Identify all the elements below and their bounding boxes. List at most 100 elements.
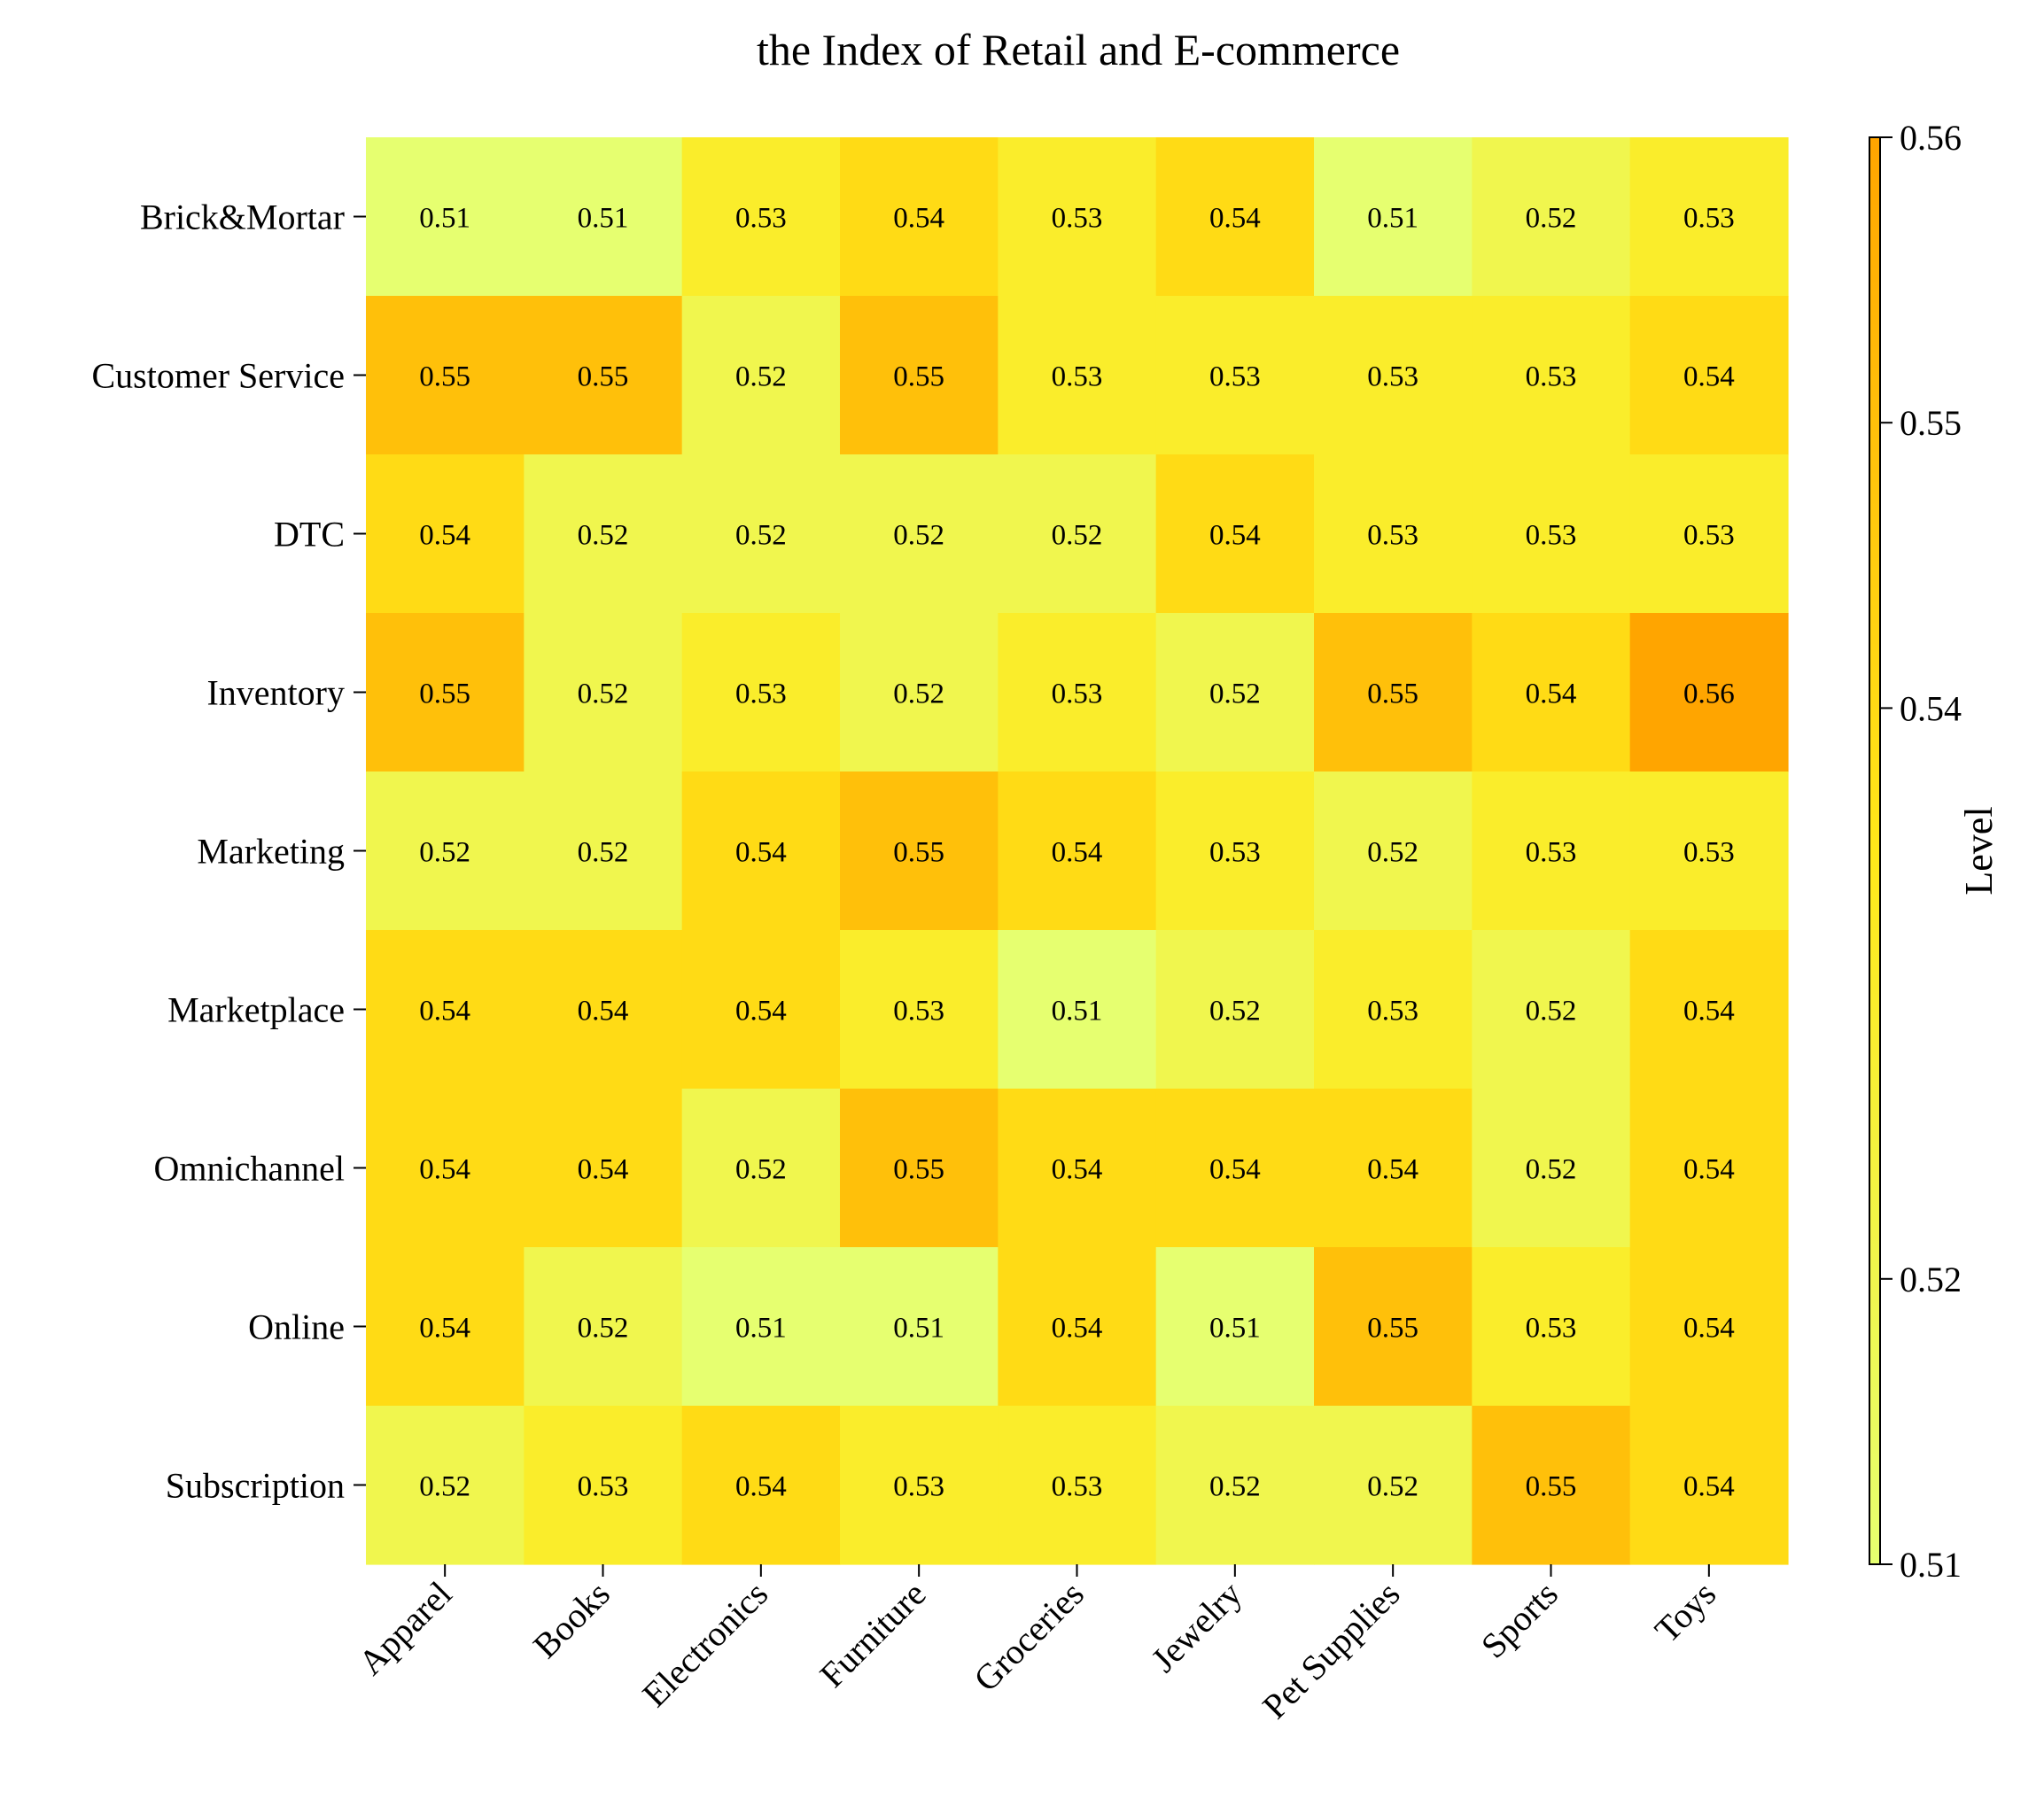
cell-value-label: 0.51 bbox=[419, 203, 470, 235]
heatmap-cell bbox=[1629, 772, 1789, 931]
cell-value-label: 0.55 bbox=[893, 361, 944, 393]
cell-value-label: 0.54 bbox=[1683, 1313, 1735, 1345]
cell-value-label: 0.53 bbox=[1526, 837, 1577, 869]
heatmap-cell bbox=[1314, 454, 1473, 614]
cell-value-label: 0.53 bbox=[1526, 1313, 1577, 1345]
cell-value-label: 0.54 bbox=[419, 1154, 470, 1186]
heatmap-cell bbox=[1629, 454, 1789, 614]
heatmap-cell bbox=[1472, 296, 1631, 455]
cell-value-label: 0.52 bbox=[893, 679, 944, 710]
cell-value-label: 0.54 bbox=[1683, 361, 1735, 393]
cell-value-label: 0.55 bbox=[1526, 1471, 1577, 1503]
cell-value-label: 0.53 bbox=[1526, 361, 1577, 393]
cell-value-label: 0.52 bbox=[578, 837, 629, 869]
colorbar-tick-label: 0.51 bbox=[1900, 1545, 1962, 1585]
heatmap-cell bbox=[366, 930, 525, 1089]
cell-value-label: 0.52 bbox=[1526, 1154, 1577, 1186]
heatmap-cell bbox=[1629, 137, 1789, 297]
cell-value-label: 0.51 bbox=[735, 1313, 787, 1345]
x-tick-label: Electronics bbox=[634, 1574, 775, 1715]
cell-value-label: 0.52 bbox=[419, 1471, 470, 1503]
heatmap-cell bbox=[1155, 930, 1315, 1089]
heatmap-cell bbox=[366, 1406, 525, 1565]
heatmap-cell bbox=[524, 1247, 683, 1407]
cell-value-label: 0.52 bbox=[893, 520, 944, 552]
colorbar-tick-label: 0.54 bbox=[1900, 688, 1962, 728]
heatmap-cell bbox=[524, 613, 683, 772]
x-tick-label: Toys bbox=[1647, 1574, 1723, 1650]
heatmap-cell bbox=[1629, 613, 1789, 772]
heatmap-cell bbox=[998, 1089, 1157, 1248]
heatmap-cell bbox=[1472, 930, 1631, 1089]
cell-value-label: 0.54 bbox=[578, 996, 629, 1027]
x-axis: Apparel Books Electronics Furniture Grocerie… bbox=[351, 1564, 1723, 1726]
cell-value-label: 0.54 bbox=[578, 1154, 629, 1186]
heatmap-cells: 0.51 0.51 0.53 0.54 0.53 0.54 0.51 0.52 0.53 0.55… bbox=[366, 137, 1789, 1565]
heatmap-cell bbox=[1629, 1247, 1789, 1407]
heatmap-cell bbox=[681, 613, 841, 772]
cell-value-label: 0.54 bbox=[1683, 1154, 1735, 1186]
heatmap-cell bbox=[1314, 930, 1473, 1089]
cell-value-label: 0.53 bbox=[1367, 996, 1418, 1027]
heatmap-cell bbox=[1314, 1247, 1473, 1407]
heatmap-cell bbox=[1472, 454, 1631, 614]
heatmap-cell bbox=[1472, 1406, 1631, 1565]
heatmap-cell bbox=[524, 296, 683, 455]
cell-value-label: 0.51 bbox=[578, 203, 629, 235]
heatmap-cell bbox=[524, 454, 683, 614]
heatmap-cell bbox=[998, 930, 1157, 1089]
cell-value-label: 0.52 bbox=[1209, 1471, 1261, 1503]
cell-value-label: 0.53 bbox=[1209, 837, 1261, 869]
cell-value-label: 0.51 bbox=[893, 1313, 944, 1345]
x-tick-label: Jewelry bbox=[1143, 1574, 1249, 1680]
cell-value-label: 0.53 bbox=[1367, 520, 1418, 552]
cell-value-label: 0.54 bbox=[1683, 996, 1735, 1027]
cell-value-label: 0.53 bbox=[735, 679, 787, 710]
heatmap-cell bbox=[366, 454, 525, 614]
y-tick-label: DTC bbox=[274, 515, 345, 554]
cell-value-label: 0.55 bbox=[893, 837, 944, 869]
y-axis: Brick&Mortar Customer Service DTC Inventory… bbox=[92, 198, 366, 1506]
heatmap-cell bbox=[1629, 1089, 1789, 1248]
heatmap-cell bbox=[681, 772, 841, 931]
cell-value-label: 0.54 bbox=[735, 1471, 787, 1503]
heatmap-cell bbox=[681, 137, 841, 297]
y-tick-label: Subscription bbox=[166, 1466, 345, 1506]
cell-value-label: 0.55 bbox=[578, 361, 629, 393]
cell-value-label: 0.53 bbox=[1683, 520, 1735, 552]
x-tick-label: Sports bbox=[1473, 1574, 1566, 1666]
cell-value-label: 0.53 bbox=[1052, 361, 1103, 393]
cell-value-label: 0.52 bbox=[1367, 837, 1418, 869]
cell-value-label: 0.52 bbox=[578, 520, 629, 552]
heatmap-cell bbox=[840, 296, 999, 455]
cell-value-label: 0.52 bbox=[735, 520, 787, 552]
heatmap-cell bbox=[366, 296, 525, 455]
cell-value-label: 0.52 bbox=[1209, 679, 1261, 710]
heatmap-cell bbox=[1155, 454, 1315, 614]
heatmap-cell bbox=[998, 1406, 1157, 1565]
cell-value-label: 0.55 bbox=[1367, 679, 1418, 710]
cell-value-label: 0.54 bbox=[893, 203, 944, 235]
heatmap-cell bbox=[1472, 613, 1631, 772]
cell-value-label: 0.54 bbox=[735, 996, 787, 1027]
heatmap-cell bbox=[524, 930, 683, 1089]
cell-value-label: 0.54 bbox=[1209, 1154, 1261, 1186]
colorbar-gradient bbox=[1869, 136, 1881, 1565]
cell-value-label: 0.53 bbox=[893, 996, 944, 1027]
cell-value-label: 0.53 bbox=[1052, 679, 1103, 710]
heatmap-cell bbox=[840, 930, 999, 1089]
cell-value-label: 0.55 bbox=[893, 1154, 944, 1186]
heatmap-cell bbox=[1472, 137, 1631, 297]
x-tick-label: Books bbox=[525, 1574, 618, 1666]
cell-value-label: 0.55 bbox=[1367, 1313, 1418, 1345]
chart-title: the Index of Retail and E-commerce bbox=[757, 25, 1400, 74]
heatmap-cell bbox=[524, 1406, 683, 1565]
heatmap-cell bbox=[998, 1247, 1157, 1407]
cell-value-label: 0.52 bbox=[735, 1154, 787, 1186]
heatmap-cell bbox=[681, 930, 841, 1089]
colorbar-tick-label: 0.55 bbox=[1900, 403, 1962, 443]
cell-value-label: 0.53 bbox=[578, 1471, 629, 1503]
cell-value-label: 0.53 bbox=[1052, 203, 1103, 235]
x-tick-label: Groceries bbox=[966, 1574, 1092, 1700]
